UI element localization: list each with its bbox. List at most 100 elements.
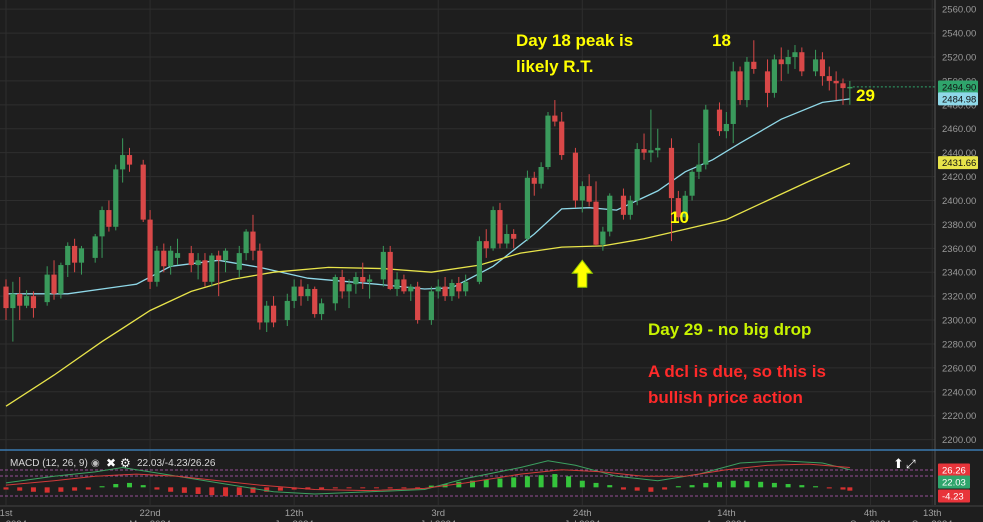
candle-down [586, 186, 592, 202]
date-tick-sublabel: Sep 2024 [912, 519, 953, 522]
candle-up [236, 253, 242, 270]
price-tick-label: 2340.00 [942, 268, 976, 279]
macd-histogram-bar [195, 487, 201, 494]
macd-histogram-bar [566, 476, 572, 488]
close-icon: ✖ [106, 456, 116, 470]
candle-up [730, 71, 736, 124]
candle-down [147, 219, 153, 282]
macd-histogram-bar [387, 487, 393, 489]
date-tick-label: 4th [864, 508, 877, 519]
candle-down [668, 147, 675, 199]
macd-histogram-bar [401, 487, 407, 489]
candle-down [716, 109, 723, 132]
candle-up [785, 57, 791, 65]
candle-down [17, 293, 23, 306]
candle-down [339, 277, 345, 292]
macd-histogram-bar [346, 487, 352, 489]
candle-down [216, 255, 222, 261]
macd-histogram-bar [524, 476, 530, 488]
candle-down [188, 253, 194, 266]
candle-up [78, 248, 85, 263]
date-tick-label: 13th [923, 508, 942, 519]
macd-histogram-bar [758, 481, 764, 488]
macd-histogram-bar [497, 478, 503, 488]
candle-up [600, 231, 606, 245]
candle-up [353, 277, 359, 285]
candle-down [675, 198, 681, 218]
macd-histogram-bar [181, 487, 187, 493]
price-label-box [938, 80, 978, 94]
candle-down [140, 164, 146, 220]
macd-histogram-bar [58, 487, 64, 492]
date-tick-sublabel: May 2024 [129, 519, 171, 522]
macd-histogram-bar [332, 487, 338, 489]
macd-histogram-bar [744, 481, 750, 488]
price-tick-label: 2260.00 [942, 363, 976, 374]
candle-down [559, 121, 565, 156]
candle-up [449, 282, 455, 297]
sma-short-line [6, 98, 850, 295]
candle-down [778, 59, 784, 65]
candle-down [593, 201, 599, 245]
candle-up [545, 115, 551, 168]
expand-icon: ⤢ [905, 457, 916, 471]
up-arrow-icon [571, 259, 594, 288]
macd-readout: 22.03/-4.23/26.26 [137, 458, 216, 469]
price-candles [3, 40, 853, 342]
macd-histogram-bar [634, 487, 640, 491]
candle-down [840, 83, 846, 89]
candle-up [284, 300, 290, 321]
macd-histogram-bar [730, 480, 736, 488]
macd-histogram-bar [291, 487, 297, 490]
macd-histogram-bar [717, 481, 723, 488]
candle-up [428, 291, 434, 321]
macd-histogram-bar [552, 474, 558, 488]
date-tick-sublabel: Sep 2024 [850, 519, 891, 522]
arrow-marker [571, 259, 594, 288]
candle-up [771, 59, 777, 93]
date-tick-sublabel: Jul 2024 [564, 519, 600, 522]
macd-histogram-bar [620, 487, 626, 490]
macd-histogram-bar [113, 484, 119, 488]
macd-histogram-bar [373, 487, 379, 489]
macd-histogram-bar [648, 487, 654, 492]
price-tick-label: 2240.00 [942, 387, 976, 398]
candle-up [408, 286, 414, 292]
candle-up [10, 293, 16, 309]
date-tick-label: 22nd [140, 508, 161, 519]
macd-value-label: -4.23 [942, 492, 964, 503]
candle-down [826, 76, 832, 81]
macd-histogram-bar [579, 480, 585, 488]
moving-averages [5, 98, 851, 407]
annotation-dcl-line2: bullish price action [648, 388, 803, 407]
macd-histogram-bar [456, 481, 462, 488]
price-tick-label: 2420.00 [942, 172, 976, 183]
date-axis: 1stMay 202422ndMay 202412thJun 20243rdJu… [0, 505, 983, 522]
candle-down [819, 59, 826, 77]
price-tick-label: 2300.00 [942, 316, 976, 327]
candle-up [703, 109, 709, 165]
candle-down [270, 305, 277, 323]
date-tick-label: 12th [285, 508, 304, 519]
candle-down [737, 71, 743, 101]
macd-histogram-bar [44, 487, 50, 493]
eye-icon: ◉ [91, 458, 100, 469]
macd-histogram-bar [799, 485, 805, 488]
candle-up [648, 150, 654, 153]
price-label-text: 2431.66 [942, 158, 976, 169]
candle-down [751, 61, 757, 69]
macd-histogram-bar [30, 487, 36, 492]
macd-histogram-bar [85, 487, 91, 490]
candle-up [367, 279, 373, 282]
candle-up [524, 177, 531, 239]
macd-histogram-bar [415, 487, 421, 489]
price-tick-label: 2280.00 [942, 339, 976, 350]
macd-value-label: 22.03 [942, 478, 966, 489]
annotation-dcl-line1: A dcl is due, so this is [648, 362, 826, 381]
candle-up [476, 241, 482, 282]
candle-down [833, 80, 839, 84]
annotation-day18-peak: Day 18 peak is likely R.T. [516, 28, 633, 80]
date-tick-label: 1st [0, 508, 13, 519]
price-grid [0, 0, 935, 505]
